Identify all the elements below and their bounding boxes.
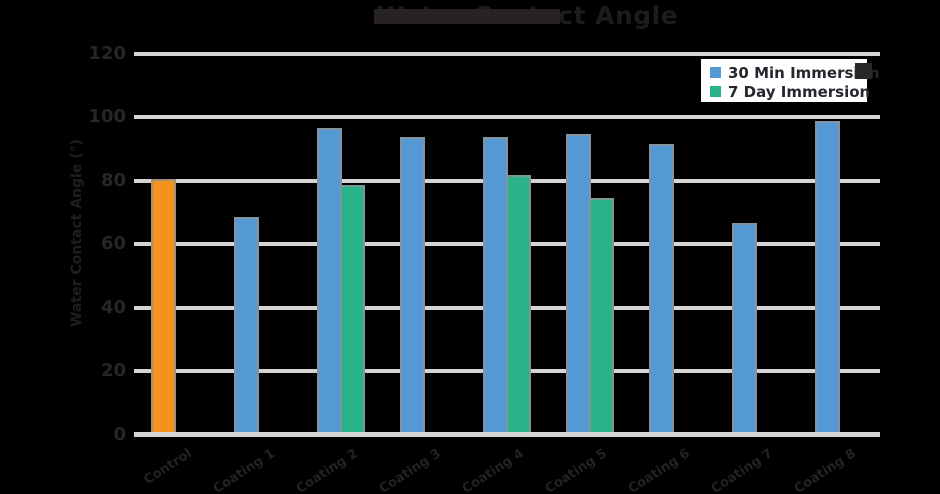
legend-swatch-green-icon <box>710 86 721 97</box>
bar-30min-8 <box>731 222 757 437</box>
bar-7day-6 <box>588 197 614 437</box>
x-axis-label-9: Coating 8 <box>791 446 859 494</box>
legend-swatch-blue-icon <box>710 67 721 78</box>
x-axis-label-8: Coating 7 <box>708 446 776 494</box>
bar-30min-6 <box>565 134 591 437</box>
bar-30min-4 <box>400 137 426 437</box>
bar-7day-5 <box>506 175 531 437</box>
bar-30min-3 <box>317 127 343 437</box>
x-axis-label-5: Coating 4 <box>459 446 527 494</box>
x-axis-label-6: Coating 5 <box>542 446 610 494</box>
y-tick-label: 100 <box>88 106 126 127</box>
x-axis-label-4: Coating 3 <box>376 446 444 494</box>
y-tick-label: 0 <box>113 423 126 445</box>
bar-30min-2 <box>234 216 260 437</box>
legend-label: 30 Min Immersion <box>728 63 880 82</box>
bar-7day-3 <box>340 184 366 437</box>
y-tick-label: 80 <box>100 169 126 191</box>
y-tick-label: 60 <box>100 233 126 254</box>
legend-item-30min: 30 Min Immersion <box>710 63 880 82</box>
gridline <box>134 115 880 119</box>
legend-item-7day: 7 Day Immersion <box>710 82 871 101</box>
legend-label: 7 Day Immersion <box>728 82 871 101</box>
x-axis-label-2: Coating 1 <box>211 446 278 494</box>
title-redaction-overlay <box>374 9 560 24</box>
y-tick-label: 20 <box>100 360 126 381</box>
y-tick-label: 120 <box>88 42 126 64</box>
gridline <box>134 51 880 56</box>
x-axis-line <box>134 432 880 437</box>
x-axis-label-7: Coating 6 <box>625 446 693 494</box>
legend-artifact-overlay <box>855 63 872 79</box>
y-tick-label: 40 <box>100 296 126 318</box>
bar-30min-5 <box>483 137 508 437</box>
bar-30min-7 <box>648 143 674 437</box>
bar-30min-9 <box>814 121 840 437</box>
x-axis-label-1: Control <box>141 446 196 489</box>
legend: 30 Min Immersion 7 Day Immersion <box>701 59 880 102</box>
x-axis-label-3: Coating 2 <box>293 446 361 494</box>
bar-30min-1 <box>151 178 177 437</box>
